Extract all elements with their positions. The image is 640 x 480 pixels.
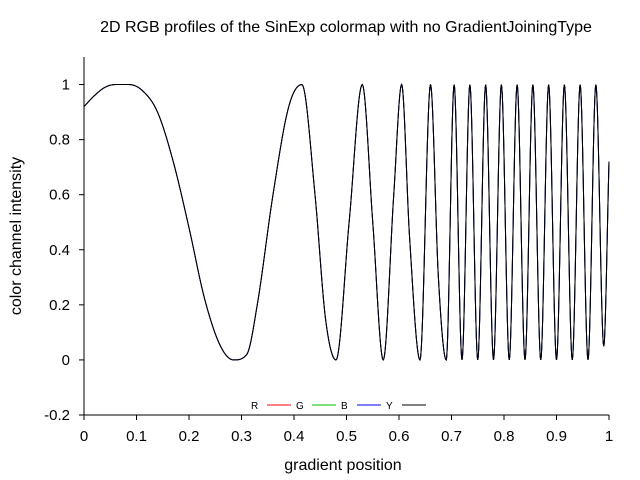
series-line-y (83, 83, 610, 362)
plot-area: 0 0.1 0.2 0.3 0.4 0.5 0.6 0.7 0.8 0.9 1 -0.2 0 0.2 0.… (44, 57, 613, 445)
x-tick-label: 1 (605, 428, 613, 445)
y-tick-label: 0 (62, 352, 70, 369)
x-tick-label: 0.4 (284, 428, 305, 445)
legend-label-y: Y (386, 401, 393, 412)
legend-label-r: R (251, 401, 258, 412)
series-layer (83, 83, 610, 362)
y-tick-label: 0.2 (49, 297, 70, 314)
y-ticks: -0.2 0 0.2 0.4 0.6 0.8 1 (44, 77, 84, 424)
y-tick-label: 0.8 (49, 132, 70, 149)
legend-label-b: B (341, 401, 348, 412)
x-tick-label: 0.2 (179, 428, 200, 445)
legend-label-g: G (296, 401, 304, 412)
x-axis-label: gradient position (284, 457, 401, 474)
x-tick-label: 0.7 (441, 428, 462, 445)
x-tick-label: 0.1 (126, 428, 147, 445)
chart-title: 2D RGB profiles of the SinExp colormap w… (100, 19, 592, 36)
x-tick-label: 0 (80, 428, 88, 445)
y-tick-label: 0.4 (49, 242, 70, 259)
x-tick-label: 0.6 (389, 428, 410, 445)
y-tick-label: 0.6 (49, 187, 70, 204)
x-tick-label: 0.8 (494, 428, 515, 445)
x-tick-label: 0.3 (231, 428, 252, 445)
x-ticks: 0 0.1 0.2 0.3 0.4 0.5 0.6 0.7 0.8 0.9 1 (80, 415, 613, 445)
y-tick-label: -0.2 (44, 407, 70, 424)
y-tick-label: 1 (62, 77, 70, 94)
x-tick-label: 0.5 (336, 428, 357, 445)
y-axis-label: color channel intensity (8, 157, 25, 315)
x-tick-label: 0.9 (546, 428, 567, 445)
